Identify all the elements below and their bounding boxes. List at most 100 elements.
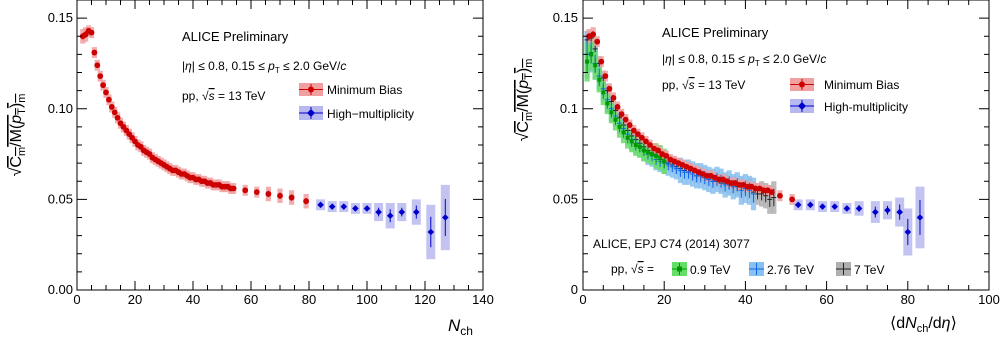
high-multiplicity-point [375, 208, 382, 216]
x-tick-label: 60 [244, 292, 258, 307]
x-tick-label: 0 [579, 292, 586, 307]
minimum-bias-point [638, 134, 645, 141]
high-multiplicity-point [328, 203, 336, 210]
y-tick-label: 0.1 [560, 101, 578, 116]
high-multiplicity-point [807, 201, 814, 209]
high-multiplicity-point [831, 203, 839, 210]
x-tick-label: 20 [657, 292, 671, 307]
right-panel: 0 20 40 60 80 100 0 0.05 0.1 0.15 ALICE Prelimina… [515, 0, 1000, 335]
right-legend-hm-marker [798, 102, 806, 110]
minimum-bias-point [108, 104, 115, 110]
left-legend-mb-label: Minimum Bias [327, 83, 402, 97]
x-tick-label: 120 [414, 292, 436, 307]
minimum-bias-point [277, 192, 283, 199]
x-tick-label: 100 [356, 292, 378, 307]
y-tick-label: 0.15 [48, 10, 73, 25]
x-tick-label: 140 [472, 292, 494, 307]
left-panel: 0 20 40 60 80 100 120 140 0.00 0.05 0.10 0.15 ALICE… [8, 0, 494, 338]
high-multiplicity-point [398, 208, 406, 216]
right-legend-bottom-prefix: pp, √s = [611, 262, 654, 276]
minimum-bias-point [768, 189, 775, 196]
x-tick-label: 40 [186, 292, 200, 307]
minimum-bias-point [94, 62, 101, 69]
0-9-tev-point [641, 148, 646, 153]
0-9-tev-point [605, 101, 610, 106]
left-annotation-energy: pp, √s = 13 TeV [182, 89, 265, 103]
y-tick-label: 0.05 [48, 191, 73, 206]
high-multiplicity-point [819, 203, 826, 210]
minimum-bias-point [91, 49, 98, 56]
minimum-bias-point [622, 116, 629, 123]
minimum-bias-point [655, 147, 662, 154]
minimum-bias-point [610, 94, 617, 101]
x-tick-label: 40 [738, 292, 752, 307]
minimum-bias-point [594, 38, 601, 45]
minimum-bias-point [606, 85, 613, 92]
right-axis-ticks: 0 20 40 60 80 100 0 0.05 0.1 0.15 [553, 0, 1000, 307]
left-legend: Minimum Bias High−multiplicity [299, 83, 414, 121]
left-legend-hm-label: High−multiplicity [327, 107, 414, 121]
high-multiplicity-point [884, 206, 891, 214]
right-legend-top: Minimum Bias High-multiplicity [790, 78, 908, 114]
0-9-tev-point [658, 155, 663, 160]
minimum-bias-point [736, 181, 743, 188]
y-tick-label: 0.00 [48, 282, 73, 297]
y-tick-label: 0.05 [553, 191, 578, 206]
0-9-tev-point [633, 143, 638, 147]
high-multiplicity-point [442, 214, 449, 221]
right-data-points [584, 31, 924, 246]
minimum-bias-point [703, 172, 710, 179]
high-multiplicity-point [896, 208, 903, 216]
minimum-bias-point [242, 187, 249, 194]
right-y-axis-label: √Cm/M(pT)m [515, 59, 535, 142]
right-legend-7-label: 7 TeV [854, 263, 884, 277]
0-9-tev-point [609, 110, 614, 115]
minimum-bias-point [777, 192, 783, 199]
right-legend-09-label: 0.9 TeV [690, 263, 730, 277]
right-legend-mb-label: Minimum Bias [824, 78, 899, 92]
x-tick-label: 100 [978, 292, 1000, 307]
0-9-tev-point [650, 152, 655, 157]
0-9-tev-point [585, 59, 590, 64]
0-9-tev-point [645, 150, 650, 155]
high-multiplicity-point [413, 208, 420, 216]
left-data-points [79, 27, 449, 248]
0-9-tev-point [617, 124, 622, 129]
left-annotation-preliminary: ALICE Preliminary [182, 29, 289, 44]
minimum-bias-point [114, 114, 121, 121]
minimum-bias-point [744, 183, 751, 190]
right-legend-bottom: 0.9 TeV 2.76 TeV 7 TeV [672, 262, 884, 277]
high-multiplicity-point [340, 203, 348, 210]
minimum-bias-point [265, 191, 272, 197]
high-multiplicity-point [352, 205, 359, 212]
minimum-bias-point [111, 109, 118, 116]
left-annotation-cuts: |η| ≤ 0.8, 0.15 ≤ pT ≤ 2.0 GeV/c [182, 59, 346, 75]
0-9-tev-point [621, 130, 626, 135]
minimum-bias-point [663, 152, 670, 159]
minimum-bias-point [728, 180, 735, 186]
minimum-bias-point [614, 104, 621, 110]
x-tick-label: 0 [73, 292, 80, 307]
right-legend-09-marker [677, 266, 682, 272]
high-multiplicity-point [386, 212, 394, 219]
0-9-tev-point [597, 77, 602, 82]
minimum-bias-point [643, 138, 649, 145]
high-multiplicity-point [794, 201, 802, 209]
minimum-bias-point [634, 131, 641, 138]
high-multiplicity-point [855, 205, 863, 212]
y-tick-label: 0 [571, 282, 578, 297]
high-multiplicity-point [843, 205, 851, 212]
0-9-tev-point [589, 52, 594, 57]
minimum-bias-point [88, 29, 95, 36]
right-annotation-reference: ALICE, EPJ C74 (2014) 3077 [593, 237, 750, 251]
0-9-tev-point [637, 144, 642, 149]
right-annotation-energy: pp, √s = 13 TeV [662, 78, 745, 92]
left-legend-mb-marker [308, 86, 314, 93]
minimum-bias-point [106, 96, 112, 103]
minimum-bias-point [598, 58, 605, 65]
minimum-bias-point [253, 189, 260, 196]
0-9-tev-point [613, 117, 618, 122]
0-9-tev-point [662, 159, 667, 164]
minimum-bias-point [288, 194, 295, 201]
high-multiplicity-point [427, 228, 435, 236]
